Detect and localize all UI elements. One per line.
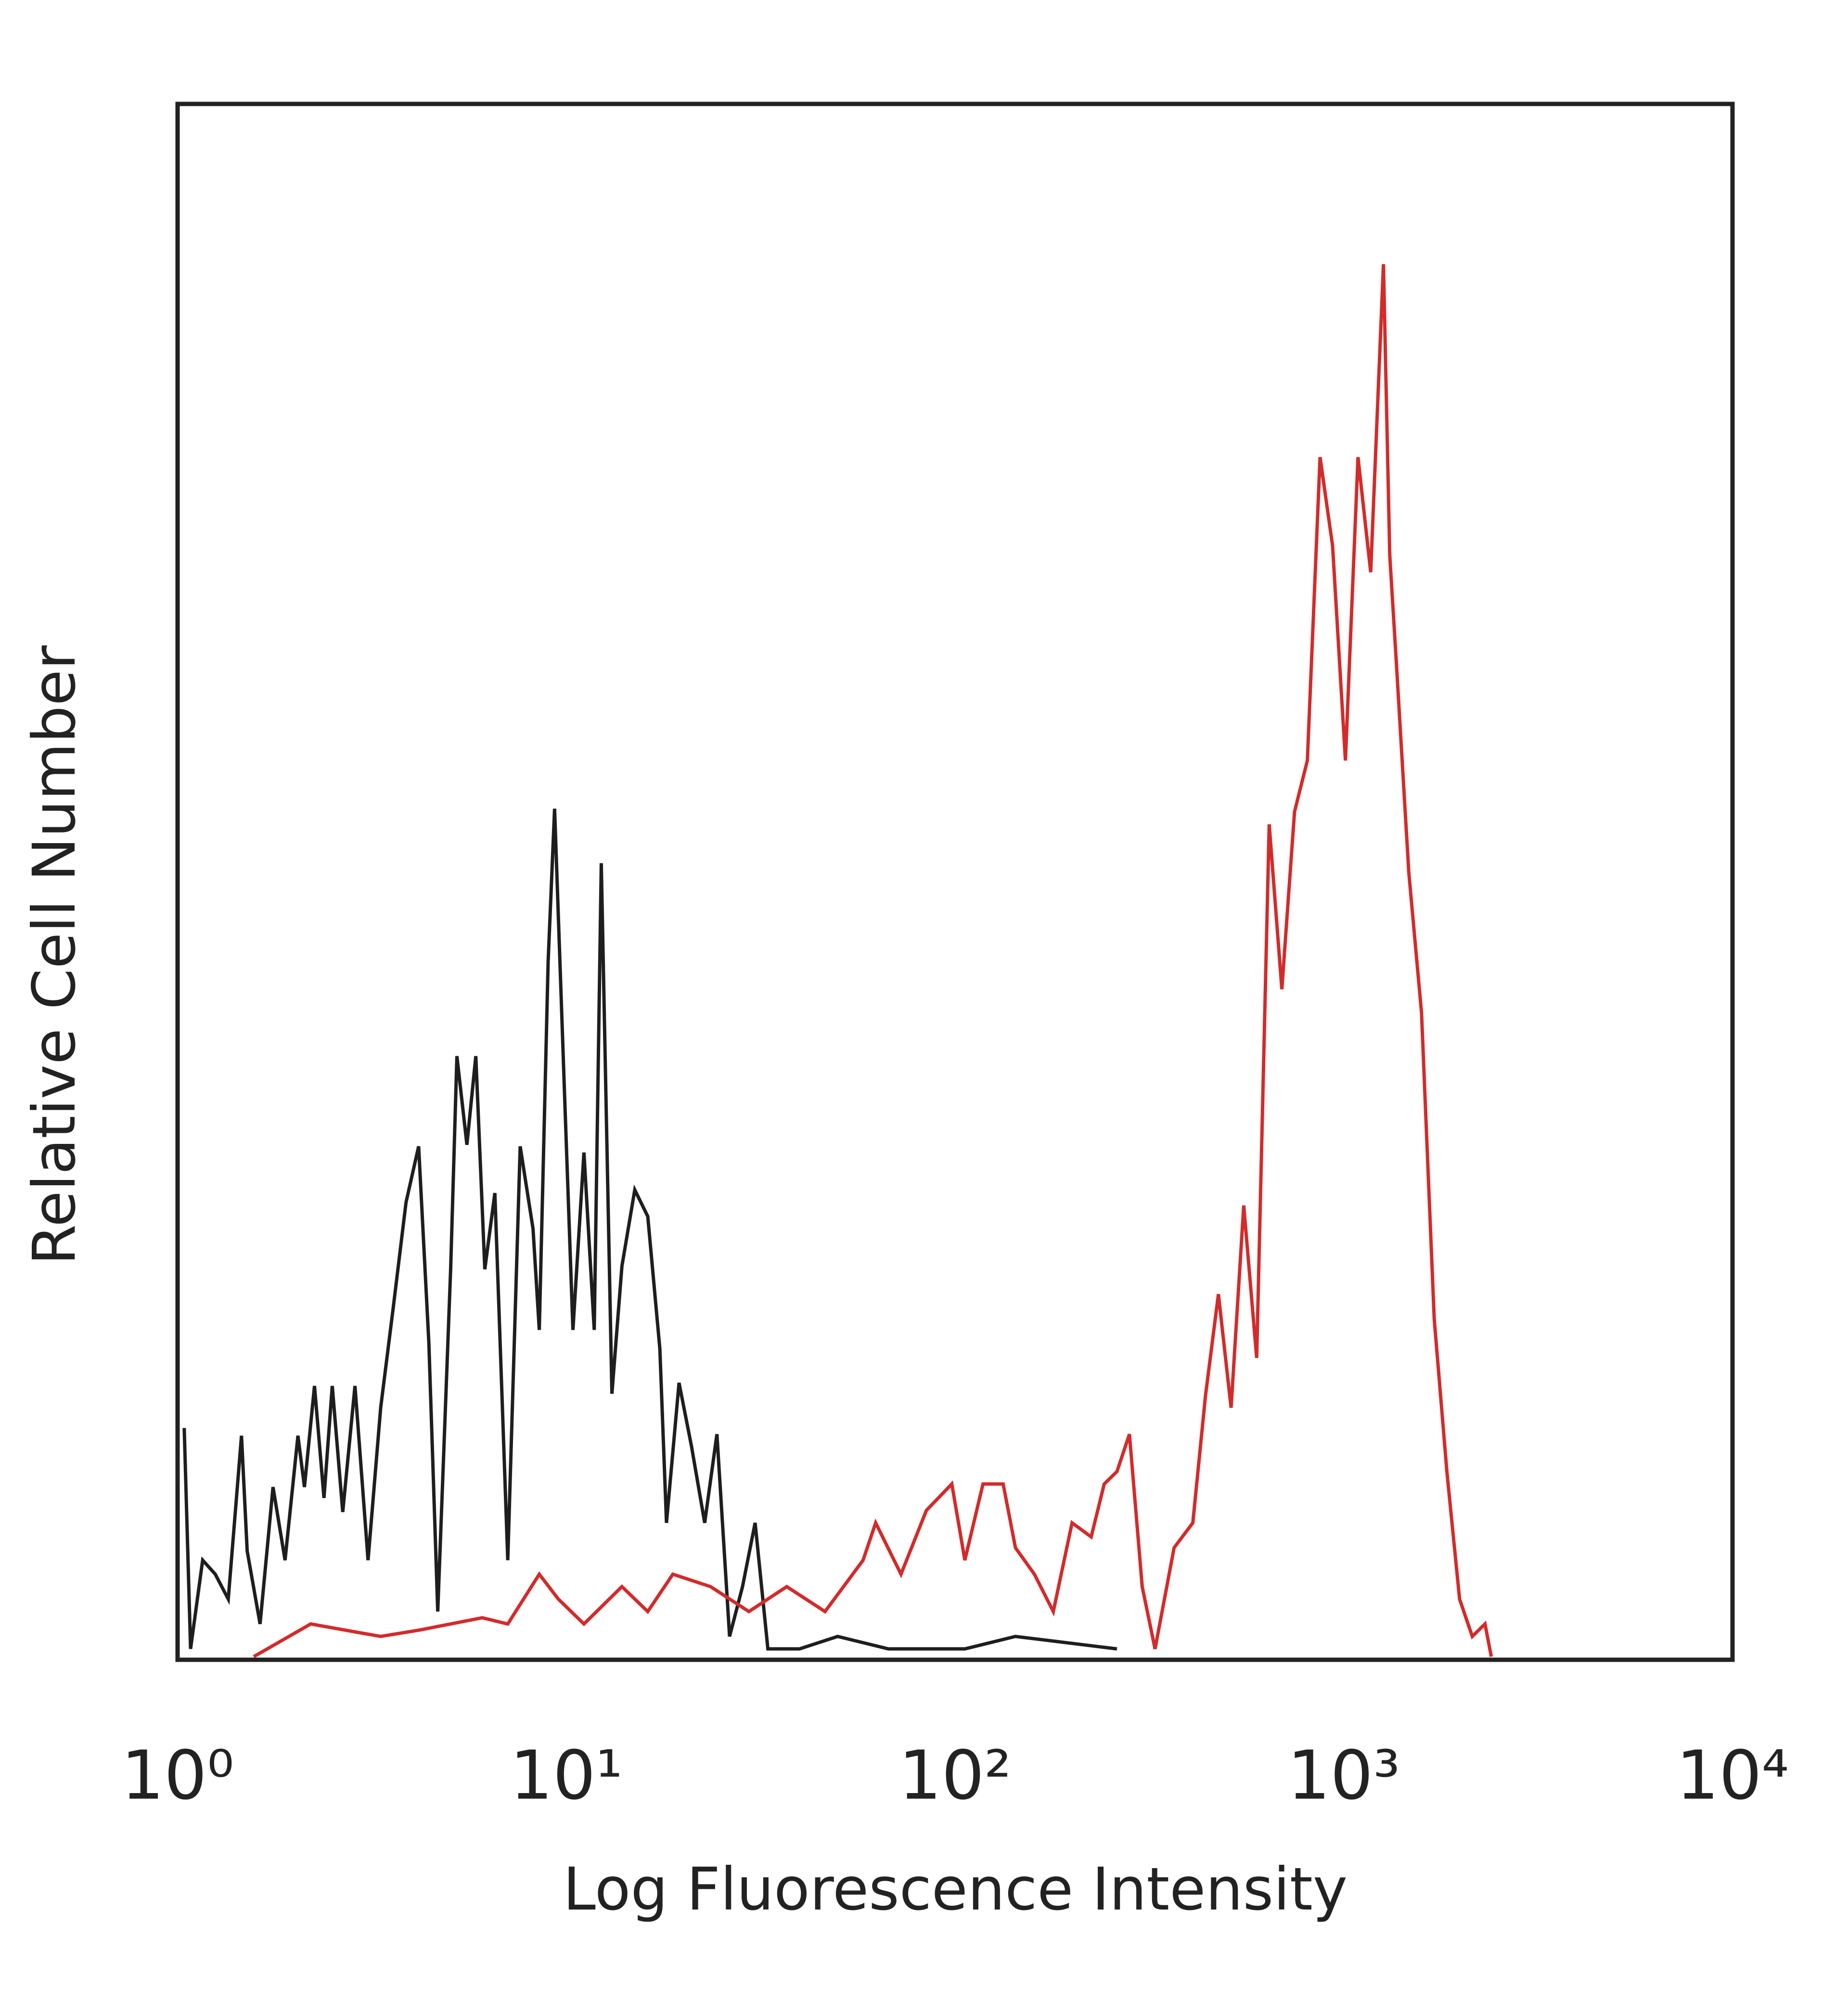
plot-frame [175, 102, 1735, 1662]
histogram-line [182, 808, 1117, 1651]
x-axis-label: Log Fluorescence Intensity [563, 1855, 1348, 1923]
x-tick-label: 10⁴ [1676, 1737, 1789, 1815]
y-axis-label: Relative Cell Number [20, 645, 89, 1265]
x-tick-label: 10² [898, 1737, 1011, 1815]
x-tick-label: 10¹ [510, 1737, 623, 1815]
x-tick-label: 10³ [1287, 1737, 1400, 1815]
x-tick-label: 10⁰ [121, 1737, 234, 1815]
histogram-line [253, 264, 1493, 1658]
